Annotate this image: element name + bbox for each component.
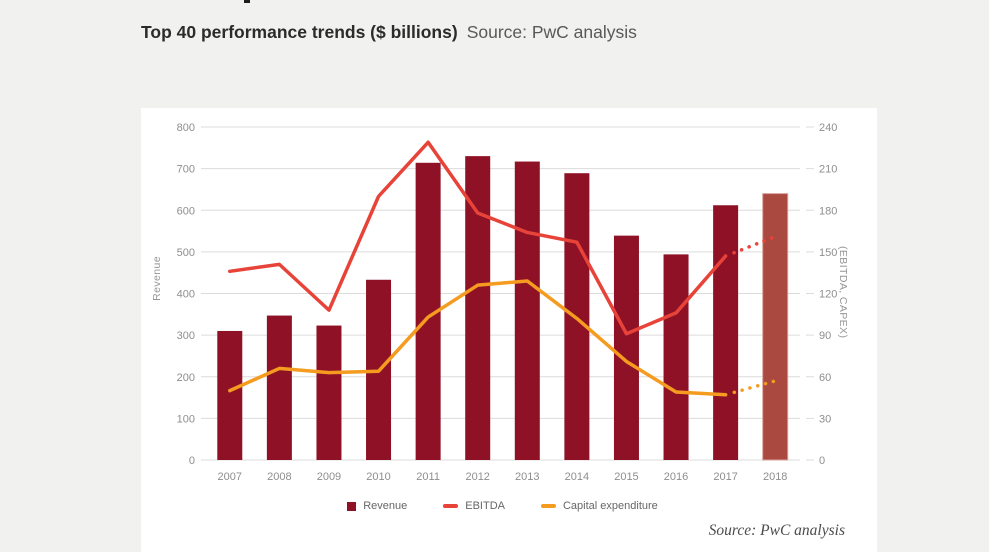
page-title: Top 40 performance trends ($ billions): [141, 22, 458, 42]
chart-header: Top 40 performance trends ($ billions) So…: [141, 21, 637, 43]
svg-text:90: 90: [819, 330, 831, 342]
svg-text:700: 700: [177, 164, 195, 176]
svg-text:30: 30: [819, 413, 831, 425]
capex-swatch-icon: [540, 504, 556, 508]
svg-text:2008: 2008: [267, 471, 291, 483]
svg-text:60: 60: [819, 372, 831, 384]
svg-text:100: 100: [177, 413, 195, 425]
right-axis-label: (EBITDA, CAPEX): [837, 246, 849, 339]
svg-text:2014: 2014: [565, 471, 589, 483]
cropped-element-fragment: [244, 0, 250, 3]
legend-label-revenue: Revenue: [363, 500, 408, 512]
legend-item-ebitda: EBITDA: [443, 500, 505, 512]
left-axis-label: Revenue: [151, 256, 163, 301]
legend-label-capex: Capital expenditure: [562, 500, 658, 512]
svg-text:120: 120: [819, 289, 837, 301]
source-inline-label: Source: PwC analysis: [466, 22, 637, 42]
legend: Revenue EBITDA Capital expenditure: [205, 497, 800, 515]
svg-text:800: 800: [177, 122, 195, 134]
svg-text:2017: 2017: [713, 471, 737, 483]
svg-text:180: 180: [819, 205, 837, 217]
svg-text:2016: 2016: [664, 471, 688, 483]
svg-text:500: 500: [177, 247, 195, 259]
svg-text:400: 400: [177, 289, 195, 301]
ebitda-swatch-icon: [443, 504, 459, 508]
svg-text:600: 600: [177, 205, 195, 217]
svg-text:2013: 2013: [515, 471, 539, 483]
svg-text:300: 300: [177, 330, 195, 342]
svg-text:2010: 2010: [366, 471, 390, 483]
source-footnote: Source: PwC analysis: [708, 522, 845, 539]
svg-text:2009: 2009: [317, 471, 341, 483]
revenue-swatch-icon: [347, 501, 357, 511]
legend-item-revenue: Revenue: [347, 500, 407, 512]
svg-text:150: 150: [819, 247, 837, 259]
combo-chart-svg: 0 100 200 300 400 500 600 700 800 0 30 60 90 120 150 18…: [177, 122, 838, 483]
legend-label-ebitda: EBITDA: [465, 500, 505, 512]
svg-text:2018: 2018: [763, 471, 787, 483]
svg-text:240: 240: [819, 122, 837, 134]
svg-text:2015: 2015: [614, 471, 638, 483]
svg-text:200: 200: [177, 372, 195, 384]
legend-item-capex: Capital expenditure: [540, 500, 658, 512]
svg-text:2012: 2012: [465, 471, 489, 483]
svg-text:2011: 2011: [416, 471, 440, 483]
svg-text:2007: 2007: [218, 471, 242, 483]
svg-text:210: 210: [819, 164, 837, 176]
svg-text:0: 0: [819, 455, 825, 467]
svg-text:0: 0: [189, 455, 195, 467]
chart-card: 0 100 200 300 400 500 600 700 800 0 30 60 90 120 150 18…: [141, 108, 877, 552]
